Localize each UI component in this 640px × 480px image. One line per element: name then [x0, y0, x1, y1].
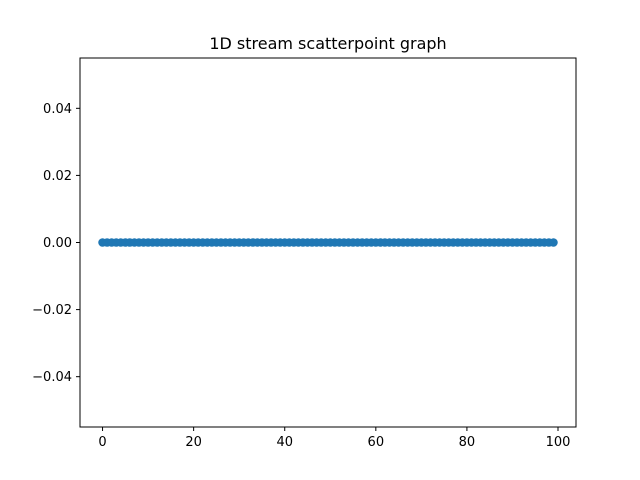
x-tick-label: 60: [368, 435, 385, 450]
y-tick-label: 0.02: [43, 169, 72, 184]
y-tick-label: 0.00: [43, 236, 72, 251]
y-tick-label: −0.02: [32, 303, 72, 318]
x-tick-label: 0: [98, 435, 106, 450]
y-tick-label: 0.04: [43, 102, 72, 117]
x-tick-label: 40: [276, 435, 293, 450]
x-tick-label: 80: [459, 435, 476, 450]
x-tick-label: 20: [185, 435, 202, 450]
x-tick-label: 100: [546, 435, 571, 450]
chart-title: 1D stream scatterpoint graph: [209, 34, 446, 53]
y-tick-label: −0.04: [32, 370, 72, 385]
x-axis: 0 20 40 60 80 100: [98, 427, 570, 450]
data-points: [98, 238, 558, 247]
data-point: [549, 238, 558, 247]
y-axis: −0.04 −0.02 0.00 0.02 0.04: [32, 102, 80, 385]
